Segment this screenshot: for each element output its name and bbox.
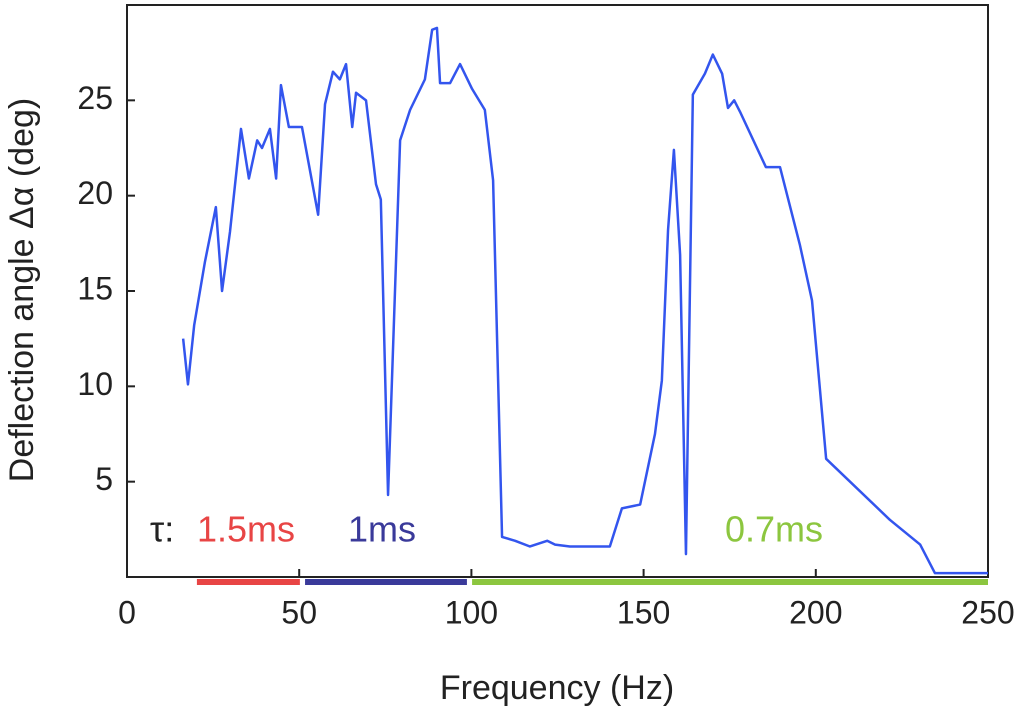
band-label: 1.5ms xyxy=(197,509,295,550)
y-tick-label: 20 xyxy=(77,175,113,211)
band-label: 1ms xyxy=(348,509,416,550)
y-tick-label: 5 xyxy=(95,461,113,497)
x-tick-label: 50 xyxy=(281,594,317,630)
x-tick-label: 250 xyxy=(961,594,1014,630)
y-tick-label: 25 xyxy=(77,80,113,116)
x-tick-label: 150 xyxy=(617,594,670,630)
band-label: 0.7ms xyxy=(725,509,823,550)
x-axis-label: Frequency (Hz) xyxy=(440,669,674,707)
x-tick-label: 200 xyxy=(789,594,842,630)
data-line xyxy=(181,26,988,575)
y-axis-label: Deflection angle Δα (deg) xyxy=(3,98,41,482)
annotation-prefix: τ: xyxy=(150,509,174,550)
x-tick-label: 100 xyxy=(445,594,498,630)
y-tick-label: 15 xyxy=(77,270,113,306)
x-tick-label: 0 xyxy=(118,594,136,630)
y-tick-label: 10 xyxy=(77,366,113,402)
